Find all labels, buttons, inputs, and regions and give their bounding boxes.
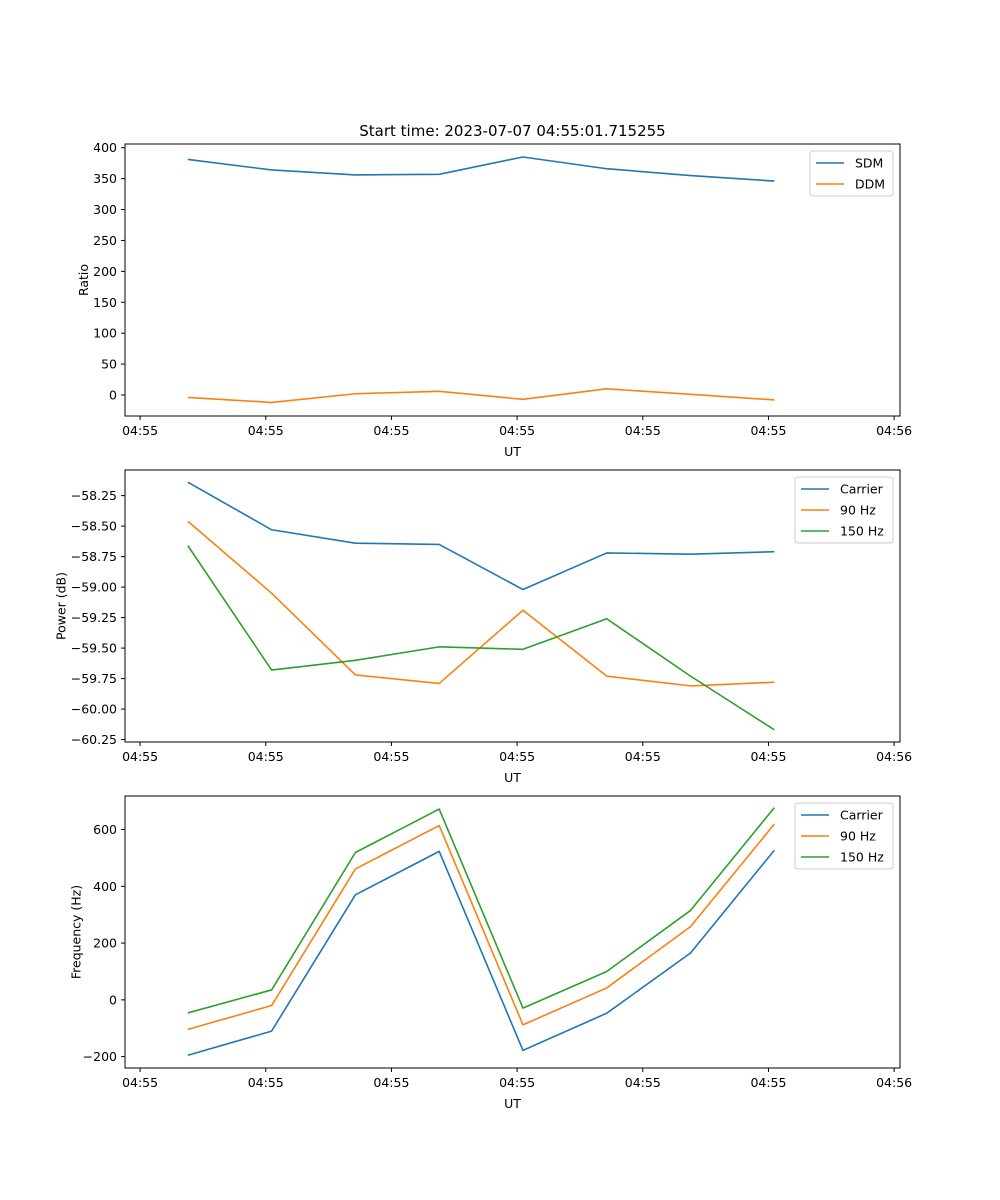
x-tick-label: 04:55 [750, 749, 786, 764]
legend-label: 90 Hz [840, 829, 876, 844]
x-tick-label: 04:56 [876, 749, 912, 764]
legend-label: Carrier [840, 808, 884, 823]
series-line-carrier [187, 481, 775, 591]
subplot-frequency: 04:55 04:55 04:55 04:55 04:55 04:55 04:56 −200 0… [69, 795, 912, 1111]
legend: SDM DDM [809, 150, 894, 197]
x-tick-label: 04:55 [499, 1075, 535, 1090]
y-tick-label: −58.75 [71, 549, 117, 564]
series-line-carrier [187, 849, 775, 1056]
series-line-ddm [187, 387, 775, 404]
x-tick-label: 04:55 [499, 749, 535, 764]
x-tick-label: 04:55 [499, 423, 535, 438]
x-tick-label: 04:55 [248, 423, 284, 438]
series-line-90-hz [187, 520, 775, 687]
x-tick-label: 04:55 [373, 749, 409, 764]
axes-frame [124, 795, 901, 1069]
x-tick-label: 04:55 [122, 423, 158, 438]
legend: Carrier 90 Hz 150 Hz [794, 802, 894, 870]
legend: Carrier 90 Hz 150 Hz [794, 476, 894, 544]
x-tick-label: 04:55 [122, 1075, 158, 1090]
y-tick-label: 250 [93, 233, 117, 248]
y-tick-label: 150 [93, 295, 117, 310]
x-tick-label: 04:55 [373, 423, 409, 438]
legend-label: DDM [855, 177, 885, 192]
axes-frame [124, 469, 901, 743]
x-tick-label: 04:55 [750, 423, 786, 438]
legend-label: 150 Hz [840, 524, 884, 539]
x-tick-label: 04:56 [876, 423, 912, 438]
series-line-90-hz [187, 823, 775, 1031]
y-tick-label: −59.00 [71, 580, 117, 595]
legend-box [794, 476, 894, 544]
legend-label: 150 Hz [840, 850, 884, 865]
y-tick-label: 200 [93, 936, 117, 951]
y-tick-label: 600 [93, 822, 117, 837]
y-tick-label: 400 [93, 140, 117, 155]
y-tick-label: −59.75 [71, 671, 117, 686]
series-line-150-hz [187, 807, 775, 1014]
legend-label: Carrier [840, 482, 884, 497]
series-line-150-hz [187, 545, 775, 731]
x-tick-label: 04:55 [625, 423, 661, 438]
y-tick-label: 0 [109, 387, 117, 402]
y-tick-label: −60.00 [71, 702, 117, 717]
x-axis-label: UT [504, 770, 521, 785]
y-tick-label: −60.25 [71, 732, 117, 747]
x-tick-label: 04:55 [248, 749, 284, 764]
y-tick-label: 400 [93, 879, 117, 894]
y-tick-label: 200 [93, 264, 117, 279]
y-tick-label: −59.25 [71, 610, 117, 625]
x-axis-label: UT [504, 1096, 521, 1111]
y-tick-label: −58.50 [71, 519, 117, 534]
legend-box [794, 802, 894, 870]
x-tick-label: 04:56 [876, 1075, 912, 1090]
y-tick-label: 300 [93, 202, 117, 217]
y-axis-label: Power (dB) [53, 572, 68, 640]
x-tick-label: 04:55 [625, 1075, 661, 1090]
x-tick-label: 04:55 [373, 1075, 409, 1090]
x-axis-label: UT [504, 444, 521, 459]
figure-title: Start time: 2023-07-07 04:55:01.715255 [359, 122, 665, 140]
y-tick-label: 0 [109, 992, 117, 1007]
y-axis-label: Ratio [76, 264, 91, 296]
y-tick-label: 100 [93, 326, 117, 341]
legend-label: SDM [855, 156, 883, 171]
subplot-ratio: 04:55 04:55 04:55 04:55 04:55 04:55 04:56 0 50 10… [76, 140, 912, 459]
x-tick-label: 04:55 [122, 749, 158, 764]
y-tick-label: −59.50 [71, 641, 117, 656]
x-tick-label: 04:55 [750, 1075, 786, 1090]
y-tick-label: 50 [101, 357, 117, 372]
y-axis-label: Frequency (Hz) [69, 885, 84, 979]
x-tick-label: 04:55 [625, 749, 661, 764]
y-tick-label: −200 [83, 1049, 117, 1064]
x-tick-label: 04:55 [248, 1075, 284, 1090]
y-tick-label: −58.25 [71, 488, 117, 503]
series-line-sdm [187, 156, 775, 182]
legend-label: 90 Hz [840, 503, 876, 518]
subplot-power: 04:55 04:55 04:55 04:55 04:55 04:55 04:56 −60.2… [53, 469, 912, 785]
axes-frame [124, 143, 901, 417]
y-tick-label: 350 [93, 171, 117, 186]
